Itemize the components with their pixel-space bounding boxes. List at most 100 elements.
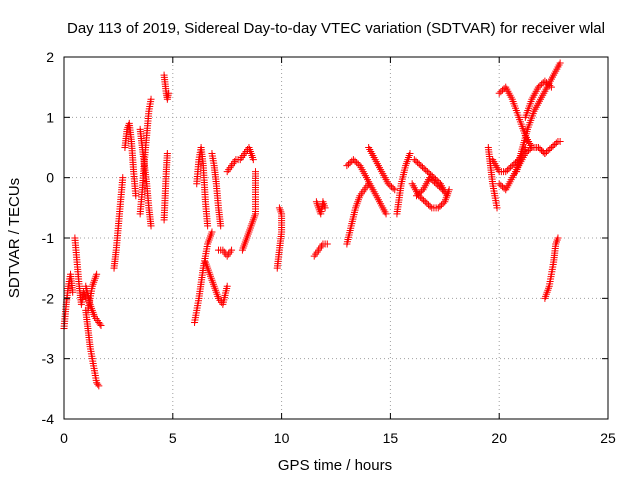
data-point [417,162,425,170]
data-track [208,150,225,230]
data-point [421,198,429,206]
data-track [71,234,90,308]
y-axis-label: SDTVAR / TECUs [6,178,23,298]
data-point [541,150,549,158]
data-point [497,88,505,96]
data-point [445,186,453,194]
data-point [346,159,354,167]
data-point [412,157,420,165]
x-tick-label: 15 [383,430,399,446]
data-point [387,183,395,191]
data-point [420,196,428,204]
data-point [423,199,431,207]
data-point [437,184,445,192]
data-point [415,160,423,168]
data-point [416,189,424,197]
data-track [121,119,140,200]
data-point [523,148,531,156]
data-point [389,184,397,192]
data-point [147,222,155,230]
x-tick-label: 20 [491,430,507,446]
x-tick-label: 5 [169,430,177,446]
data-point [417,187,425,195]
data-point [546,82,554,90]
data-point [503,166,511,174]
data-point [554,234,562,242]
data-point [418,195,426,203]
data-point [418,163,426,171]
data-point [534,144,542,151]
data-point [323,240,331,248]
data-track [521,77,555,121]
data-point [544,147,552,155]
data-track [312,198,329,218]
data-point [97,321,105,329]
data-point [552,139,560,147]
data-point [391,186,399,194]
data-point [544,80,552,88]
data-point [498,86,506,94]
data-point [430,178,438,186]
data-track [136,125,155,230]
data-point [502,168,510,176]
data-point [493,204,501,212]
data-point [556,59,564,67]
data-point [427,171,435,179]
data-track [413,174,447,200]
data-point [424,201,432,209]
data-point [223,282,231,290]
data-point [354,160,362,168]
data-track [223,144,257,176]
data-point [410,156,418,164]
data-point [436,202,444,210]
data-point [413,192,421,200]
data-point [439,199,447,207]
data-track [238,168,259,254]
data-points [60,59,564,390]
data-track [160,150,171,224]
data-point [249,156,257,164]
data-point [425,169,433,177]
data-point [93,270,101,278]
data-point [228,246,236,254]
data-point [94,380,102,388]
data-point [69,288,77,296]
data-track [201,258,231,308]
y-tick-label: 1 [46,109,54,125]
data-point [505,165,513,173]
data-point [420,165,428,173]
data-point [382,210,390,218]
data-point [547,144,555,151]
data-point [349,156,357,164]
data-track [484,144,501,212]
x-axis-ticks: 0 5 10 15 20 25 [60,57,616,446]
data-point [204,222,212,230]
data-track [60,270,77,332]
y-tick-label: 0 [46,170,54,186]
data-point [217,222,225,230]
data-track [393,150,414,218]
data-track [214,246,236,260]
data-point [426,202,434,210]
data-track [343,156,390,218]
data-point [510,160,518,168]
data-track [495,83,549,158]
data-point [546,145,554,153]
data-track [365,144,399,194]
data-point [426,174,434,182]
data-point [386,181,394,189]
y-axis-ticks: -4 -3 -2 -1 0 1 2 [42,49,608,427]
data-point [422,166,430,174]
data-point [538,80,546,88]
data-point [427,175,435,183]
data-point [321,204,329,212]
data-point [423,168,431,176]
data-track [136,95,155,218]
data-point [132,192,140,200]
data-point [547,83,555,91]
data-point [164,89,172,97]
data-point [556,137,564,145]
data-point [119,174,127,182]
chart-title: Day 113 of 2019, Sidereal Day-to-day VTE… [67,20,605,37]
